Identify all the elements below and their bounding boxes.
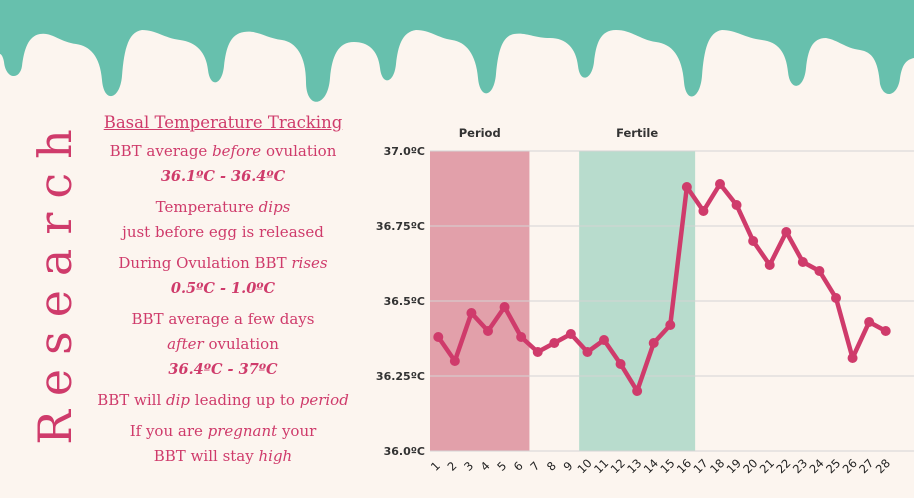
data-point — [814, 266, 825, 276]
note-period-dip: BBT will dip leading up to period — [97, 391, 349, 409]
x-tick-label: 2 — [444, 459, 459, 474]
data-point — [632, 386, 643, 396]
note-after-range: 36.4ºC - 37ºC — [168, 361, 278, 378]
data-point — [764, 260, 775, 270]
drip-border — [0, 0, 914, 102]
data-point — [681, 182, 692, 192]
bbt-chart: Period Fertile 36.0ºC 36.25ºC 36.5ºC 36.75ºC 3… — [376, 126, 914, 476]
note-dips-line2: just before egg is released — [122, 223, 324, 241]
data-point — [797, 257, 808, 267]
band-label-fertile: Fertile — [616, 126, 658, 140]
data-point — [648, 338, 659, 348]
data-point — [698, 206, 709, 216]
x-tick-label: 9 — [560, 459, 575, 474]
x-tick-label: 5 — [494, 459, 509, 474]
y-tick-label: 36.25ºC — [376, 370, 425, 383]
bbt-line — [436, 181, 888, 394]
note-before-range: 36.1ºC - 36.4ºC — [160, 168, 286, 185]
note-pregnant: If you are pregnant your — [129, 422, 317, 440]
data-point — [864, 317, 875, 327]
band-label-period: Period — [459, 126, 501, 140]
data-point — [549, 338, 560, 348]
x-tick-label: 1 — [428, 459, 443, 474]
x-tick-label: 28 — [873, 456, 893, 476]
note-after-line1: BBT average a few days — [131, 310, 315, 328]
data-point — [847, 353, 858, 363]
x-tick-label: 4 — [478, 459, 493, 474]
data-point — [599, 335, 609, 345]
x-tick-label: 3 — [461, 459, 476, 474]
note-after-line2: after ovulation — [167, 335, 279, 353]
y-tick-label: 36.5ºC — [384, 295, 425, 308]
data-point — [449, 356, 460, 366]
data-point — [665, 320, 676, 330]
data-point — [466, 308, 477, 318]
data-point — [582, 347, 593, 357]
data-point — [499, 302, 510, 312]
y-tick-label: 36.0ºC — [384, 445, 425, 458]
data-point — [483, 326, 493, 336]
note-before-ovulation: BBT average before ovulation — [109, 142, 337, 160]
x-tick-label: 7 — [527, 459, 542, 474]
note-rise-range: 0.5ºC - 1.0ºC — [170, 280, 276, 297]
data-point — [433, 332, 444, 342]
notes-panel: Basal Temperature Tracking BBT average b… — [88, 110, 358, 469]
data-point — [532, 347, 543, 357]
data-point — [516, 332, 527, 342]
y-tick-label: 36.75ºC — [376, 220, 425, 233]
data-point — [615, 359, 626, 369]
x-tick-label: 8 — [544, 459, 559, 474]
x-tick-label: 6 — [511, 459, 526, 474]
research-title: Research — [28, 115, 82, 445]
note-ovulation-rises: During Ovulation BBT rises — [118, 254, 328, 272]
data-point — [731, 200, 742, 210]
data-point — [831, 293, 841, 303]
data-point — [748, 236, 759, 246]
research-title-text: Research — [28, 115, 82, 445]
note-dips: Temperature dips — [155, 198, 291, 216]
data-point — [880, 326, 891, 336]
data-point — [565, 329, 576, 339]
data-point — [715, 179, 725, 189]
note-pregnant-line2: BBT will stay high — [153, 447, 293, 465]
data-point — [781, 227, 792, 237]
y-tick-label: 37.0ºC — [384, 145, 425, 158]
drip-shape — [0, 0, 914, 102]
notes-heading: Basal Temperature Tracking — [103, 113, 343, 132]
